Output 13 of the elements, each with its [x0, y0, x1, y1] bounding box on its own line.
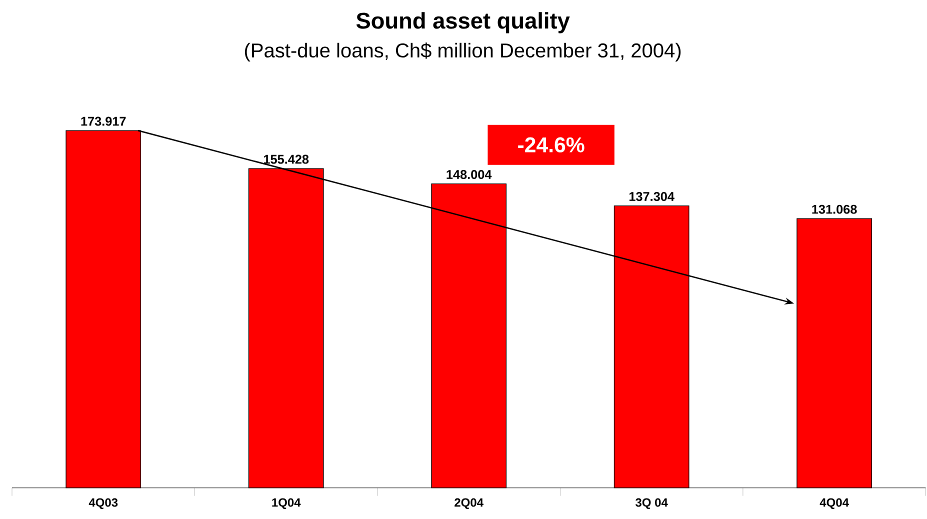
- data-label: 173.917: [81, 116, 126, 126]
- chart-title: Sound asset quality: [356, 12, 570, 34]
- x-tick-label: 2Q04: [454, 498, 484, 510]
- annotation: -24.6%: [518, 137, 584, 152]
- data-label: 137.304: [629, 192, 674, 202]
- x-tick-label: 1Q04: [272, 498, 301, 510]
- x-tick-label: 4Q04: [820, 498, 849, 510]
- data-label: 131.068: [812, 204, 857, 214]
- data-label: 148.004: [446, 170, 492, 180]
- chart-subtitle: (Past-due loans, Ch$ million December 31, 2004): [244, 42, 681, 62]
- x-tick-label: 4Q03: [88, 498, 118, 510]
- x-tick-label: 3Q 04: [635, 498, 668, 510]
- data-label: 155.428: [264, 154, 309, 164]
